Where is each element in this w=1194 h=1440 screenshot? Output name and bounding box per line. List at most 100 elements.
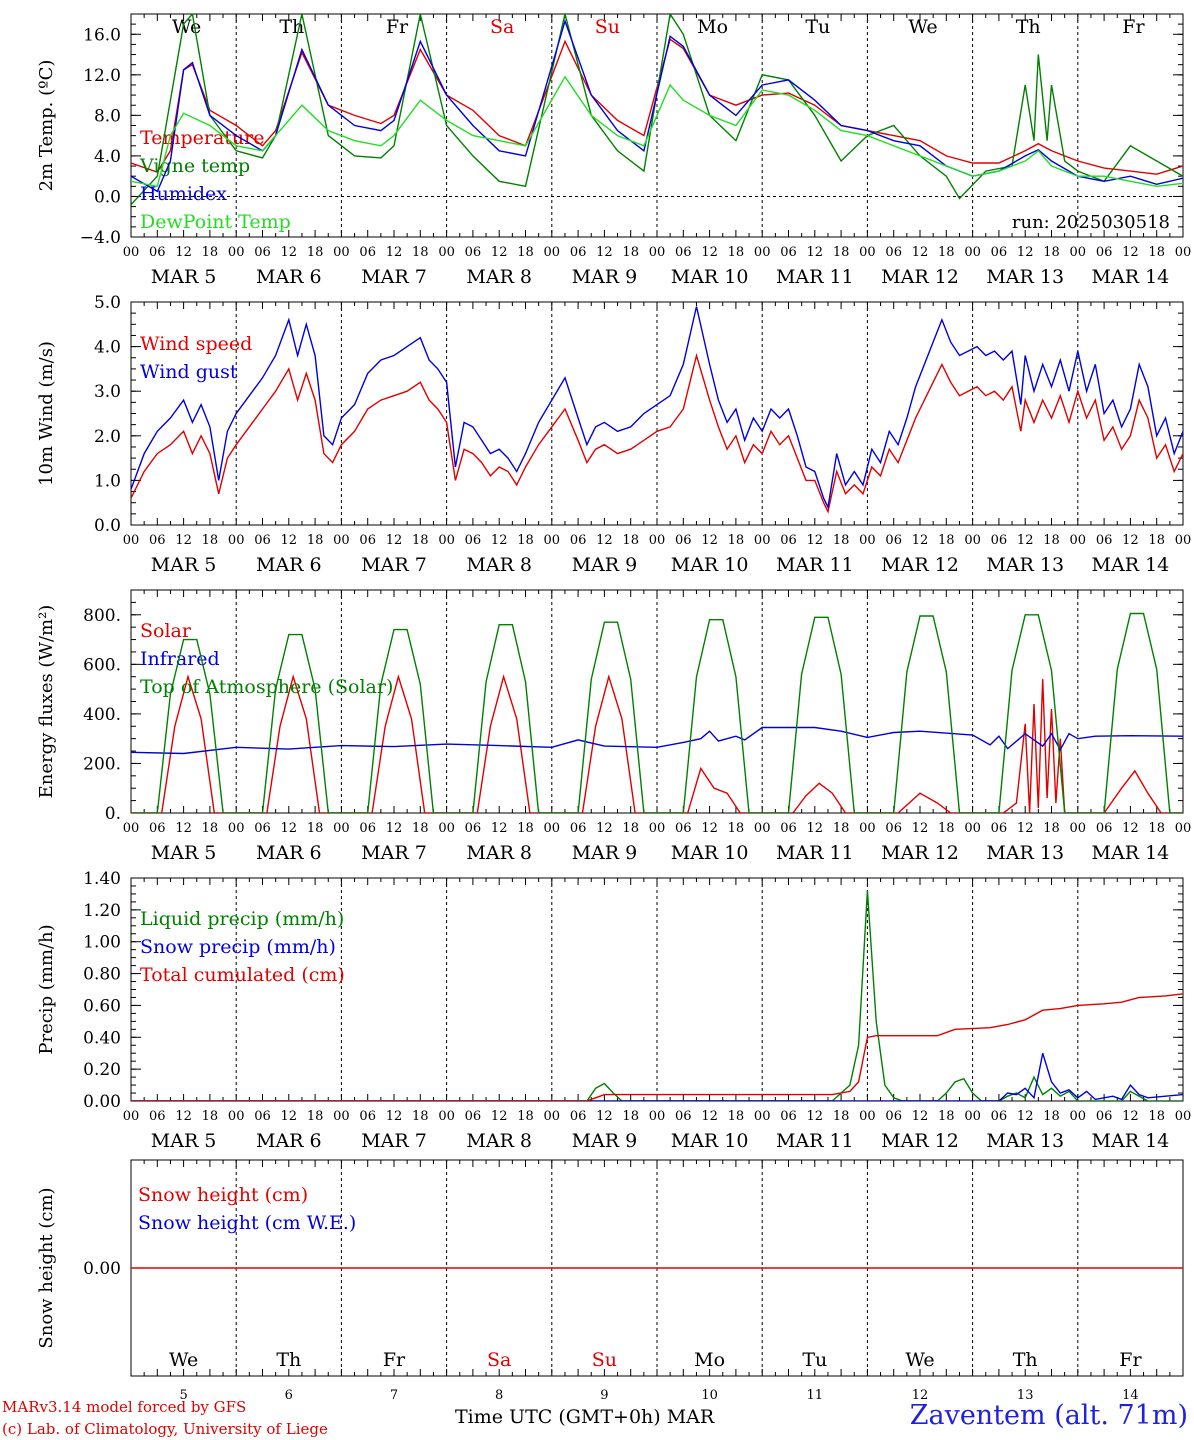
hour-tick-label: 00	[754, 245, 771, 260]
hour-tick-label: 00	[438, 245, 455, 260]
hour-tick-label: 00	[544, 821, 561, 836]
date-label: MAR 7	[361, 266, 427, 288]
legend-entry: Snow precip (mm/h)	[140, 936, 336, 958]
hour-tick-label: 18	[517, 245, 534, 260]
hour-tick-label: 06	[885, 1109, 902, 1124]
date-label: MAR 13	[986, 1130, 1064, 1152]
day-abbr-label: Fr	[1119, 1349, 1142, 1371]
date-label: MAR 7	[361, 842, 427, 864]
hour-tick-label: 12	[386, 533, 403, 548]
hour-tick-label: 12	[1017, 533, 1034, 548]
hour-tick-label: 06	[1096, 821, 1113, 836]
y-tick-label: 200.	[83, 754, 121, 774]
hour-tick-label: 18	[412, 821, 429, 836]
hour-tick-label: 12	[175, 533, 192, 548]
date-label: MAR 7	[361, 1130, 427, 1152]
day-abbr-label: We	[905, 1349, 934, 1371]
y-axis-label: Snow height (cm)	[36, 1187, 57, 1348]
hour-tick-label: 18	[938, 1109, 955, 1124]
date-label: MAR 6	[256, 1130, 322, 1152]
hour-tick-label: 18	[938, 245, 955, 260]
hour-tick-label: 00	[1175, 533, 1192, 548]
hour-tick-label: 12	[807, 245, 824, 260]
legend-entry: DewPoint Temp	[140, 211, 291, 233]
hour-tick-label: 12	[912, 1109, 929, 1124]
date-label: MAR 9	[572, 554, 638, 576]
day-abbr-label: Th	[1013, 1349, 1038, 1371]
hour-tick-label: 06	[1096, 533, 1113, 548]
station-name: Zaventem (alt. 71m)	[909, 1400, 1188, 1431]
hour-tick-label: 06	[780, 1109, 797, 1124]
hour-tick-label: 06	[149, 245, 166, 260]
hour-tick-label: 00	[859, 1109, 876, 1124]
y-tick-label: 16.0	[83, 25, 121, 45]
hour-tick-label: 18	[202, 245, 219, 260]
date-label: MAR 14	[1092, 266, 1170, 288]
hour-tick-label: 06	[991, 821, 1008, 836]
hour-tick-label: 00	[333, 533, 350, 548]
hour-tick-label: 12	[701, 533, 718, 548]
hour-tick-label: 06	[254, 533, 271, 548]
hour-tick-label: 18	[833, 821, 850, 836]
y-tick-label: 0.60	[83, 996, 121, 1016]
model-credit: MARv3.14 model forced by GFS	[2, 1398, 247, 1416]
date-label: MAR 6	[256, 266, 322, 288]
date-label: MAR 13	[986, 842, 1064, 864]
date-label: MAR 13	[986, 266, 1064, 288]
hour-tick-label: 06	[991, 1109, 1008, 1124]
hour-tick-label: 06	[359, 1109, 376, 1124]
hour-tick-label: 06	[570, 821, 587, 836]
y-tick-label: 0.20	[83, 1060, 121, 1080]
hour-tick-label: 18	[833, 533, 850, 548]
hour-tick-label: 00	[1175, 245, 1192, 260]
hour-tick-label: 12	[701, 245, 718, 260]
hour-tick-label: 06	[254, 1109, 271, 1124]
date-label: MAR 14	[1092, 554, 1170, 576]
hour-tick-label: 06	[465, 533, 482, 548]
y-tick-label: 1.20	[83, 901, 121, 921]
day-number-label: 5	[179, 1388, 187, 1403]
date-label: MAR 12	[881, 266, 959, 288]
hour-tick-label: 18	[622, 821, 639, 836]
hour-tick-label: 12	[1122, 245, 1139, 260]
day-abbr-label: We	[172, 16, 201, 38]
date-label: MAR 8	[466, 554, 532, 576]
hour-tick-label: 18	[728, 821, 745, 836]
day-number-label: 12	[912, 1388, 929, 1403]
y-tick-label: 12.0	[83, 66, 121, 86]
hour-tick-label: 12	[807, 533, 824, 548]
hour-tick-label: 00	[1175, 1109, 1192, 1124]
hour-tick-label: 00	[859, 821, 876, 836]
hour-tick-label: 18	[1043, 533, 1060, 548]
hour-tick-label: 00	[754, 821, 771, 836]
hour-tick-label: 06	[675, 1109, 692, 1124]
hour-tick-label: 00	[1070, 533, 1087, 548]
hour-tick-label: 00	[859, 245, 876, 260]
hour-tick-label: 18	[307, 821, 324, 836]
hour-tick-label: 06	[465, 245, 482, 260]
hour-tick-label: 12	[175, 1109, 192, 1124]
date-label: MAR 12	[881, 842, 959, 864]
y-tick-label: 0.80	[83, 965, 121, 985]
y-tick-label: 1.00	[83, 933, 121, 953]
hour-tick-label: 12	[1122, 533, 1139, 548]
hour-tick-label: 12	[1017, 821, 1034, 836]
y-tick-label: 400.	[83, 705, 121, 725]
y-tick-label: 3.0	[94, 382, 121, 402]
series-line	[131, 306, 1183, 510]
plot-frame	[130, 13, 1184, 238]
hour-tick-label: 12	[807, 1109, 824, 1124]
date-label: MAR 8	[466, 1130, 532, 1152]
hour-tick-label: 18	[1148, 1109, 1165, 1124]
hour-tick-label: 00	[754, 533, 771, 548]
hour-tick-label: 00	[649, 1109, 666, 1124]
hour-tick-label: 00	[964, 821, 981, 836]
day-number-label: 6	[285, 1388, 293, 1403]
y-tick-label: 0.40	[83, 1028, 121, 1048]
hour-tick-label: 06	[254, 821, 271, 836]
lab-credit: (c) Lab. of Climatology, University of L…	[2, 1420, 328, 1438]
day-abbr-label: Su	[595, 16, 620, 38]
date-label: MAR 10	[671, 266, 749, 288]
hour-tick-label: 00	[228, 1109, 245, 1124]
hour-tick-label: 06	[570, 1109, 587, 1124]
